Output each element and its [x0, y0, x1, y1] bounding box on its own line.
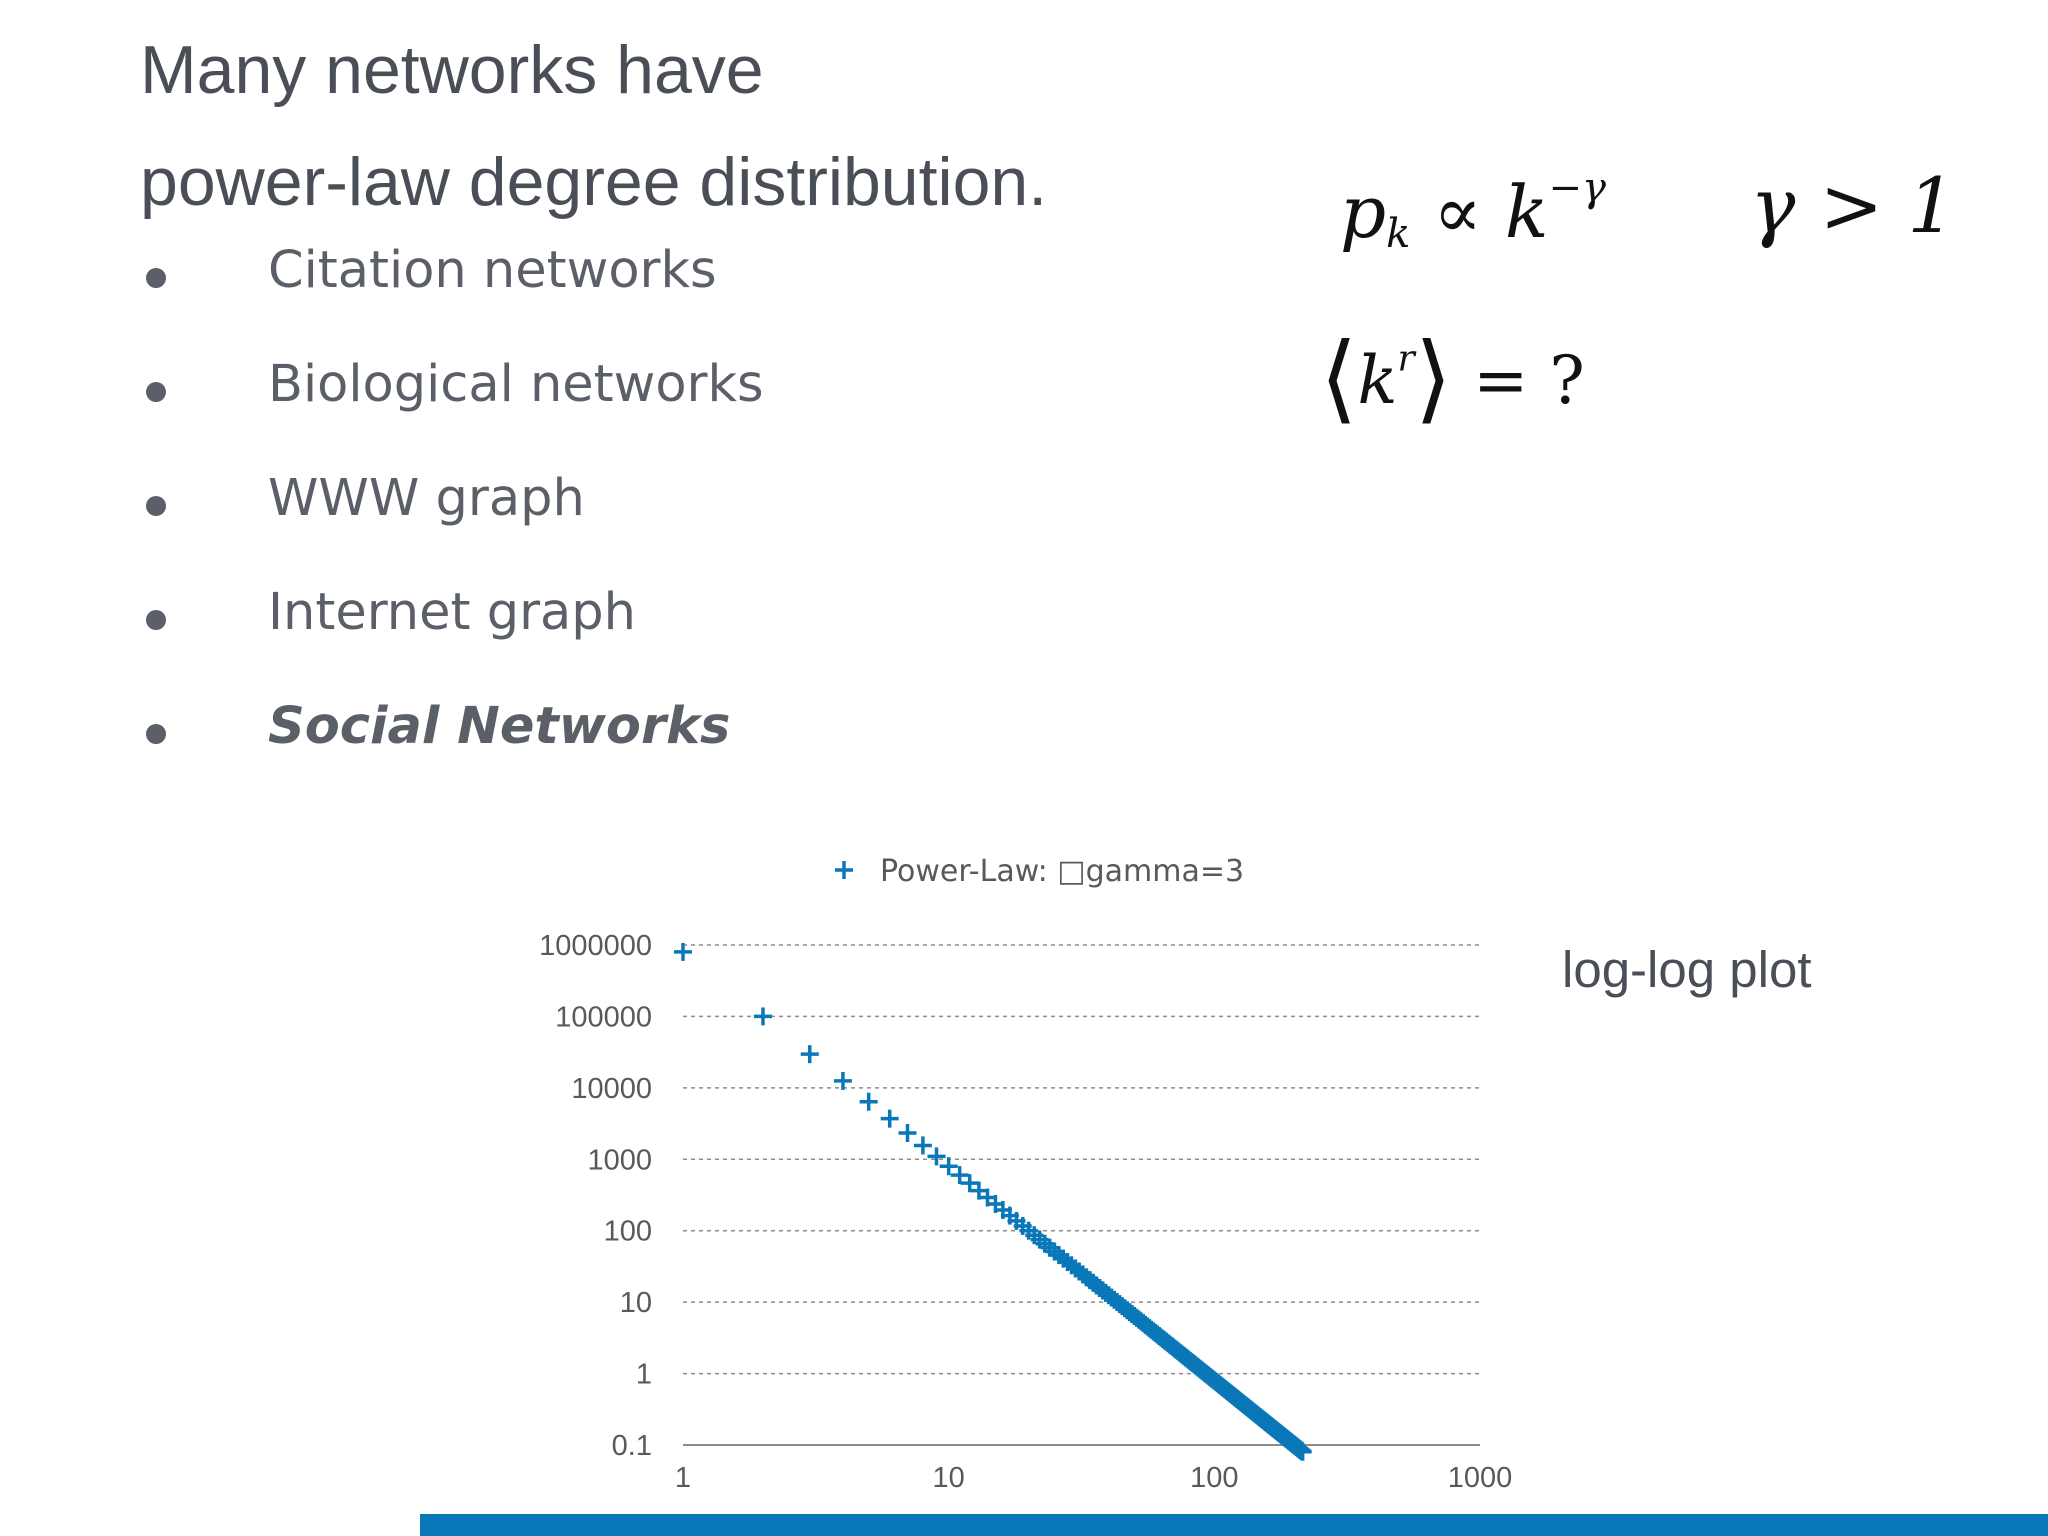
moment-k: k: [1357, 342, 1398, 419]
legend-label: Power-Law: □gamma=3: [880, 854, 1244, 889]
data-point: [913, 1136, 932, 1155]
y-tick-label: 0.1: [612, 1430, 652, 1462]
formula-p: p: [1340, 170, 1387, 254]
data-point: [753, 1007, 772, 1026]
data-point: [950, 1166, 969, 1185]
data-point: [833, 1071, 852, 1090]
chart-axes: 0.1 1 10 100 1000 10000 100000 1000000 1 10 100 100…: [539, 930, 1512, 1494]
moment-superscript: r: [1397, 338, 1415, 380]
y-tick-label: 100: [604, 1216, 652, 1248]
y-tick-label: 1: [636, 1359, 652, 1391]
data-point: [859, 1092, 878, 1111]
gamma-condition: γ > 1: [1750, 161, 1956, 250]
moment-formula: ⟨kr⟩ = ?: [1320, 330, 1585, 426]
list-item-label: Biological networks: [268, 355, 764, 414]
chart-gridlines: [683, 944, 1480, 1375]
x-tick-label: 1000: [1448, 1462, 1513, 1494]
list-item-label: Internet graph: [268, 583, 637, 642]
bullet-dot-icon: [146, 382, 166, 402]
slide-title-line-1: Many networks have: [140, 32, 764, 108]
slide-bottom-accent-bar: [420, 1514, 2048, 1536]
data-point: [674, 942, 692, 961]
y-tick-label: 10000: [571, 1073, 652, 1105]
chart-series-marks: [674, 942, 1312, 1461]
legend-entry: Power-Law: □gamma=3: [835, 854, 1244, 889]
slide-title-line-2: power-law degree distribution.: [140, 144, 1048, 220]
bullet-dot-icon: [146, 496, 166, 516]
list-item-label: WWW graph: [268, 469, 585, 528]
power-law-formula: pk ∝ k−γ: [1340, 168, 1606, 254]
x-tick-label: 1: [675, 1462, 691, 1494]
y-tick-label: 100000: [555, 1001, 652, 1033]
data-point: [880, 1109, 899, 1128]
list-item-label: Social Networks: [268, 697, 731, 756]
data-point: [960, 1174, 979, 1193]
chart-legend: Power-Law: □gamma=3: [835, 854, 1244, 889]
angle-bracket-open: ⟨: [1320, 322, 1358, 434]
data-point: [898, 1124, 917, 1143]
proportional-symbol: ∝: [1433, 170, 1482, 254]
formula-exponent: −γ: [1548, 165, 1606, 211]
moment-rhs: = ?: [1473, 342, 1585, 419]
x-tick-label: 10: [933, 1462, 965, 1494]
bullet-dot-icon: [146, 610, 166, 630]
loglog-plot-label: log-log plot: [1562, 941, 1812, 998]
angle-bracket-close: ⟩: [1414, 322, 1453, 434]
data-point: [800, 1045, 819, 1064]
data-point: [1293, 1442, 1312, 1461]
bullet-dot-icon: [146, 724, 166, 744]
list-item-label: Citation networks: [268, 241, 717, 300]
y-tick-label: 10: [620, 1287, 652, 1319]
data-point: [939, 1157, 958, 1176]
y-tick-label: 1000: [587, 1144, 652, 1176]
data-point: [927, 1147, 946, 1166]
x-tick-label: 100: [1190, 1462, 1238, 1494]
y-tick-label: 1000000: [539, 930, 652, 962]
formula-k: k: [1504, 170, 1549, 254]
formula-subscript-k: k: [1386, 211, 1411, 257]
bullet-dot-icon: [146, 268, 166, 288]
